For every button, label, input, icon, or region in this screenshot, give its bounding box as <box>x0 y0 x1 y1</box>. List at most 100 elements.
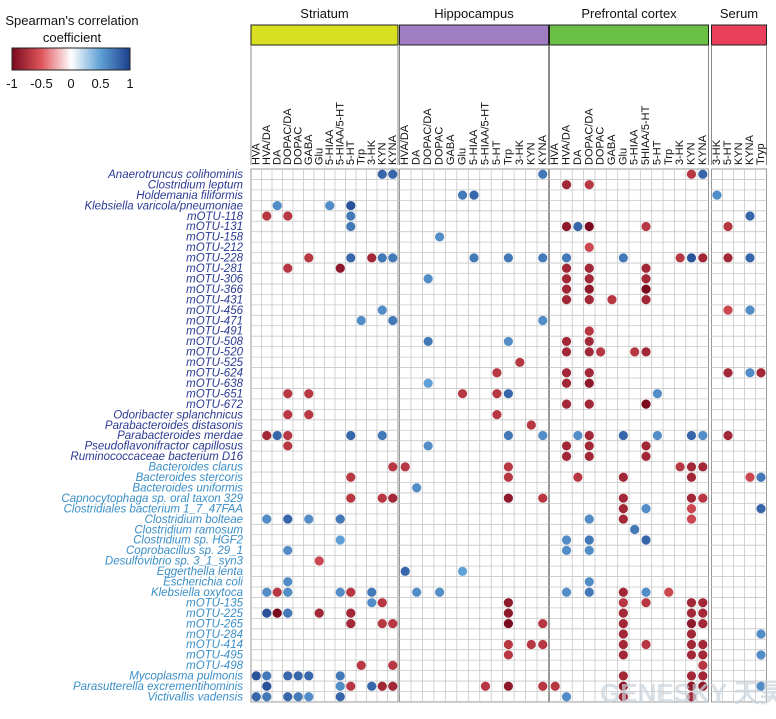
correlation-dot <box>561 692 572 702</box>
correlation-dot <box>526 420 536 430</box>
correlation-dot <box>561 399 572 409</box>
correlation-dot <box>388 618 398 629</box>
correlation-dot <box>492 389 502 399</box>
row-label: Clostridium ramosum <box>134 524 243 536</box>
correlation-dot <box>618 253 628 263</box>
correlation-dot <box>515 357 525 367</box>
correlation-dot <box>745 472 755 482</box>
correlation-dot <box>262 587 272 597</box>
column-label: 5-HIAA <box>324 129 336 165</box>
correlation-dot <box>367 587 377 597</box>
correlation-dot <box>630 524 640 535</box>
correlation-dot <box>335 263 345 273</box>
correlation-dot <box>584 587 594 597</box>
correlation-dot <box>584 295 594 305</box>
correlation-dot <box>712 190 722 200</box>
correlation-dot <box>538 618 548 629</box>
correlation-dot <box>584 514 594 524</box>
correlation-dot <box>698 660 708 670</box>
column-label: 5-HIAA <box>468 129 480 165</box>
correlation-dot <box>618 671 628 681</box>
correlation-dot <box>584 284 594 294</box>
legend-ticks: -1 -0.5 0 0.5 1 <box>6 76 133 91</box>
column-label: HVA/DA <box>261 124 273 165</box>
correlation-dot <box>346 211 356 221</box>
correlation-dot <box>561 451 572 461</box>
correlation-dot <box>325 200 335 211</box>
correlation-dot <box>561 263 572 273</box>
region-label: Serum <box>720 6 758 21</box>
correlation-dot <box>367 253 377 263</box>
correlation-dot <box>686 608 697 618</box>
correlation-dot <box>335 671 345 681</box>
correlation-dot <box>283 211 293 221</box>
row-label: Coprobacillus sp. 29_1 <box>126 545 243 557</box>
correlation-dot <box>584 242 594 252</box>
correlation-dot <box>503 389 513 399</box>
column-label: HVA/DA <box>561 124 573 165</box>
column-label: GABA <box>303 134 315 165</box>
correlation-dot <box>346 493 356 503</box>
region-label: Prefrontal cortex <box>581 6 677 21</box>
correlation-dot <box>377 253 387 263</box>
correlation-dot <box>346 472 356 482</box>
correlation-dot <box>346 200 356 211</box>
correlation-dot <box>641 399 651 409</box>
correlation-dot <box>686 629 697 639</box>
correlation-dot <box>698 493 708 503</box>
column-label: KYN <box>733 142 745 165</box>
column-label: DOPAC/DA <box>422 108 434 165</box>
correlation-dot <box>686 514 697 524</box>
row-label: mOTU-471 <box>186 315 243 327</box>
row-label: Bacteroides stercoris <box>136 472 244 484</box>
row-label: mOTU-306 <box>186 273 243 285</box>
correlation-dot <box>503 608 513 618</box>
correlation-dot <box>745 253 755 263</box>
legend-colorbar <box>11 47 131 71</box>
correlation-dot <box>561 180 572 190</box>
correlation-dot <box>686 169 697 179</box>
column-label: KYN <box>376 142 388 165</box>
correlation-dot <box>618 681 628 691</box>
correlation-dot <box>304 692 314 702</box>
column-label: HVA <box>250 143 262 165</box>
correlation-dot <box>561 587 572 597</box>
correlation-dot <box>412 587 422 597</box>
row-label: mOTU-672 <box>186 399 243 411</box>
correlation-dot <box>745 305 755 315</box>
correlation-dot <box>457 389 468 399</box>
correlation-dot <box>538 315 548 326</box>
color-legend: Spearman's correlation coefficient -1 -0.… <box>5 13 138 91</box>
correlation-dot <box>584 441 594 451</box>
correlation-dot <box>561 221 572 232</box>
region-grid-frame <box>711 168 767 703</box>
correlation-dot <box>561 295 572 305</box>
correlation-dot <box>584 368 594 378</box>
row-label: mOTU-624 <box>186 368 243 380</box>
correlation-dot <box>573 430 583 441</box>
column-label: 3-HK <box>674 139 686 165</box>
column-label: Tryp <box>755 143 767 165</box>
correlation-dot <box>561 274 572 284</box>
correlation-dot <box>272 587 282 597</box>
correlation-dot <box>630 347 640 357</box>
correlation-dot <box>538 430 548 441</box>
correlation-dot <box>335 692 345 702</box>
legend-tick-label: 0.5 <box>91 76 109 91</box>
column-label: DOPAC <box>595 127 607 165</box>
row-label: Clostridium leptum <box>148 179 244 191</box>
correlation-dot <box>283 671 293 681</box>
correlation-dot <box>686 430 697 441</box>
row-label: mOTU-281 <box>186 263 243 275</box>
correlation-dot <box>584 180 594 190</box>
correlation-dot <box>526 639 536 650</box>
correlation-dot <box>686 650 697 660</box>
correlation-dot <box>756 472 766 482</box>
correlation-dot <box>283 409 293 420</box>
correlation-dot <box>377 430 387 441</box>
correlation-dot <box>641 263 651 273</box>
row-label: mOTU-158 <box>186 232 243 244</box>
correlation-dot <box>262 514 272 524</box>
column-label: 5HIAA/5-HT <box>640 105 652 165</box>
column-label: HVA/DA <box>399 124 411 165</box>
